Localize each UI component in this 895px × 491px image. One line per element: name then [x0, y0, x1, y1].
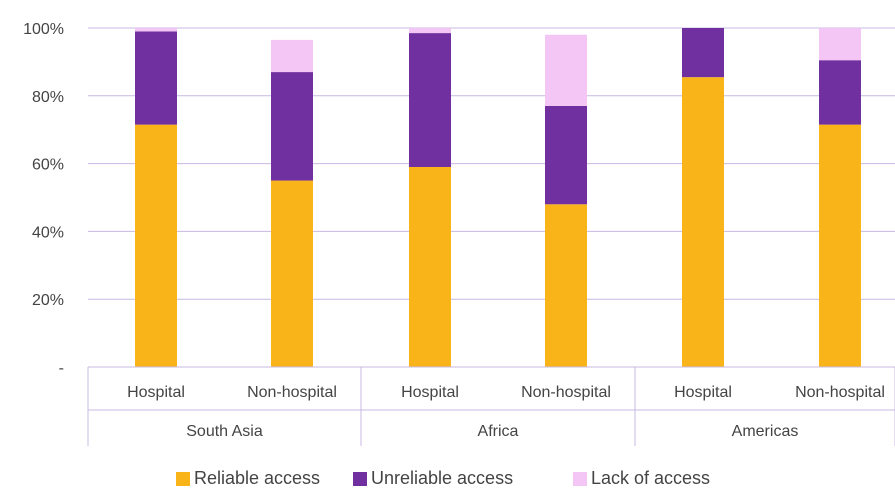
x-category-label: Non-hospital [795, 384, 885, 401]
x-category-label: Hospital [127, 384, 185, 401]
y-tick-label: 100% [23, 21, 64, 38]
bar-segment [682, 28, 724, 78]
legend-label: Unreliable access [371, 468, 513, 488]
bar-segment [409, 33, 451, 167]
y-tick-label: 40% [32, 224, 64, 241]
bar-segment [271, 72, 313, 181]
bar-segment [819, 124, 861, 368]
bar-segment [819, 60, 861, 125]
legend-label: Lack of access [591, 468, 710, 488]
x-category-label: Non-hospital [521, 384, 611, 401]
bar-segment [271, 39, 313, 73]
bar-segment [409, 28, 451, 34]
x-group-label: South Asia [186, 423, 263, 440]
gridlines [88, 27, 895, 300]
legend-swatch [353, 472, 367, 486]
legend-label: Reliable access [194, 468, 320, 488]
y-axis-ticks: - 20% 40% 60% 80% 100% [23, 21, 64, 377]
bar-segment [819, 28, 861, 61]
bar-segment [682, 77, 724, 367]
legend-swatch [573, 472, 587, 486]
x-category-label: Hospital [401, 384, 459, 401]
bar-segment [135, 124, 177, 368]
bar-segment [545, 204, 587, 367]
legend: Reliable access Unreliable access Lack of … [176, 468, 710, 488]
x-category-label: Non-hospital [247, 384, 337, 401]
y-tick-label: 20% [32, 292, 64, 309]
y-tick-label: 80% [32, 89, 64, 106]
bar-segment [271, 180, 313, 367]
bar-segment [545, 34, 587, 106]
bar-segment [545, 105, 587, 205]
y-tick-label: 60% [32, 157, 64, 174]
x-category-label: Hospital [674, 384, 732, 401]
x-group-label: Africa [478, 423, 519, 440]
bar-segment [135, 31, 177, 125]
y-tick-label: - [59, 360, 64, 377]
bar-segment [135, 28, 177, 32]
bar-segment [409, 166, 451, 367]
legend-swatch [176, 472, 190, 486]
bars [135, 28, 861, 368]
x-axis: Hospital Non-hospital South Asia Hospital No… [87, 366, 895, 446]
x-group-label: Americas [732, 423, 799, 440]
